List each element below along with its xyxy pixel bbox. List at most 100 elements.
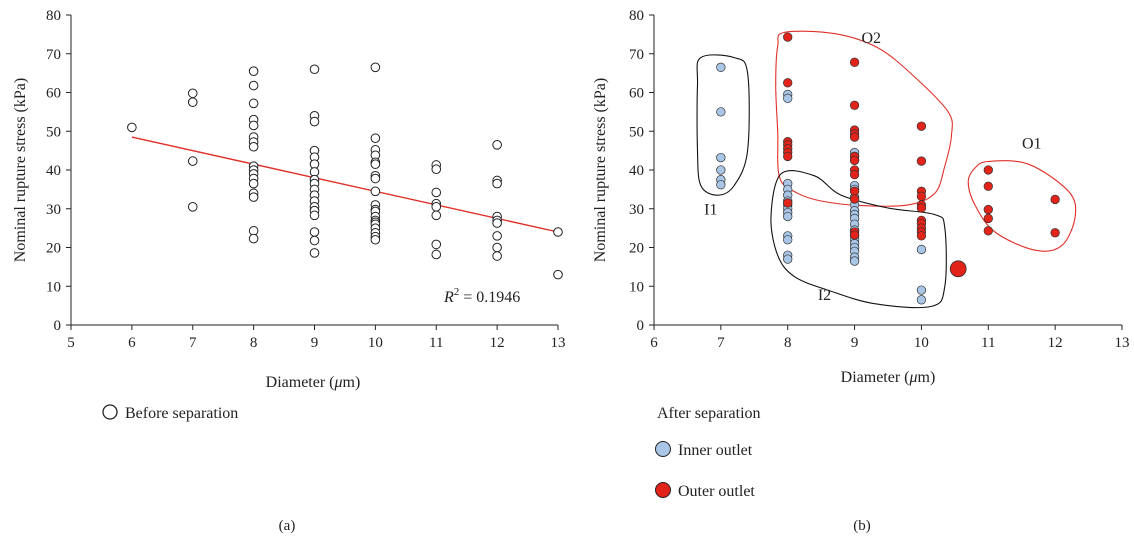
chart-b-outer-point [916,156,927,166]
chart-a-point [309,210,320,221]
chart-b-y-tick-label: 20 [629,241,644,257]
chart-a-x-tick-label: 6 [128,335,136,351]
chart-b-region-label-o2: O2 [862,30,882,47]
chart-b-outer-point [916,121,927,131]
chart-b-y-tick-label: 70 [629,47,644,63]
chart-b-axes: 6 7 8 9 10 11 12 13 0 10 20 30 40 50 60 70 80 [629,8,1130,351]
chart-b-inner-point [716,180,726,190]
chart-a-point [492,251,502,261]
chart-a-point [492,242,502,253]
chart-b-region-label-o1: O1 [1022,136,1042,153]
chart-b-outer-point [849,155,860,165]
chart-a: 5 6 7 8 9 10 11 12 13 0 10 20 30 40 50 60 70 80 Nominal r… [12,8,566,534]
chart-a-x-tick-label: 5 [67,335,75,351]
chart-b-outer-point [983,213,993,224]
chart-b-inner-point [716,152,726,163]
chart-b-outer-point [783,32,793,42]
chart-a-ylabel: Nominal rupture stress (kPa) [12,78,29,262]
chart-a-point [187,202,198,212]
chart-a-point [370,62,381,73]
chart-a-point [431,249,442,260]
chart-b-region-label-i2: I2 [818,287,831,304]
chart-b-y-tick-label: 50 [629,124,644,140]
chart-b-inner-point [783,93,793,103]
chart-b-outer-point [783,78,793,88]
chart-b-outer-point [1050,194,1060,205]
chart-a-x-tick-label: 9 [311,335,319,351]
chart-a-xlabel: Diameter (μm) [266,374,361,391]
chart-a-y-tick-label: 70 [46,47,61,63]
chart-b-inner-point [783,254,793,264]
chart-a-y-tick-label: 50 [46,124,61,140]
chart-a-point [248,120,259,131]
chart-a-x-tick-label: 7 [189,335,197,351]
chart-b-y-tick-label: 10 [629,279,644,295]
chart-b-outer-point [1050,228,1060,238]
chart-b-x-tick-label: 7 [717,335,725,351]
chart-b-outer-point [983,165,993,175]
chart-b-outer-point [983,226,993,236]
chart-b-ylabel: Nominal rupture stress (kPa) [592,78,609,262]
chart-a-x-tick-label: 11 [429,335,443,351]
chart-b-inner-point [716,62,726,72]
chart-a-point [248,192,259,202]
chart-b-outer-point [783,198,793,208]
chart-a-point [187,97,198,107]
chart-a-x-tick-label: 10 [368,335,383,351]
chart-b-inner-point [716,107,726,117]
chart-a-point [187,88,198,99]
chart-a-point [431,202,442,212]
chart-b-outer-point [849,230,860,240]
chart-a-legend-marker [102,404,118,420]
chart-b-x-tick-label: 11 [981,335,995,351]
chart-a-point [248,141,259,152]
chart-a-x-tick-label: 13 [551,335,566,351]
chart-b-x-tick-label: 9 [851,335,859,351]
chart-b-outer-point [916,203,927,213]
chart-b-outer-point [849,186,860,196]
chart-b-outer-point [916,231,927,241]
chart-a-legend-label: Before separation [125,405,238,422]
chart-b-xlabel: Diameter (μm) [841,369,936,386]
chart-a-r2-annotation: R2 = 0.1946 [443,286,520,306]
chart-a-y-tick-label: 40 [46,163,61,179]
chart-b-inner-point [916,295,927,305]
chart-a-x-tick-label: 8 [250,335,258,351]
chart-b-region-label-i1: I1 [704,202,717,219]
chart-a-point [187,156,198,166]
chart-a-panel-label: (a) [279,518,296,534]
chart-b-x-tick-label: 6 [650,335,658,351]
chart-b-outlier-point [949,260,967,278]
chart-a-point [492,231,502,241]
chart-b-x-tick-label: 10 [914,335,929,351]
chart-a-x-tick-label: 12 [490,335,505,351]
chart-b-y-tick-label: 30 [629,202,644,218]
chart-b-regions: O2 O1 I1 I2 [696,30,1077,309]
chart-a-point [309,235,320,246]
chart-a-point [248,98,259,109]
chart-a-point [248,178,259,189]
chart-a-point [370,234,381,245]
chart-b-inner-point [783,211,793,222]
chart-a-point [492,218,502,228]
chart-b-y-tick-label: 80 [629,8,644,24]
chart-a-point [431,187,442,198]
chart-b-region-i1 [696,54,750,196]
chart-a-y-tick-label: 10 [46,279,61,295]
chart-b-outer-point [849,169,860,180]
chart-a-y-tick-label: 60 [46,86,61,102]
chart-b-x-tick-label: 8 [784,335,792,351]
chart-a-y-tick-label: 80 [46,8,61,24]
chart-a-point [370,173,381,184]
chart-b-panel-label: (b) [853,518,871,534]
chart-b-legend-inner-label: Inner outlet [678,442,753,459]
chart-a-point [492,140,502,150]
chart-b-x-tick-label: 12 [1048,335,1063,351]
chart-b-region-o1 [967,160,1077,252]
chart-a-point [370,133,381,144]
chart-a-axes: 5 6 7 8 9 10 11 12 13 0 10 20 30 40 50 60 70 80 [46,8,566,351]
chart-b-inner-point [716,165,726,175]
chart-b-outer-point [983,181,993,191]
chart-b-x-tick-label: 13 [1115,335,1130,351]
chart-a-point [309,64,320,75]
